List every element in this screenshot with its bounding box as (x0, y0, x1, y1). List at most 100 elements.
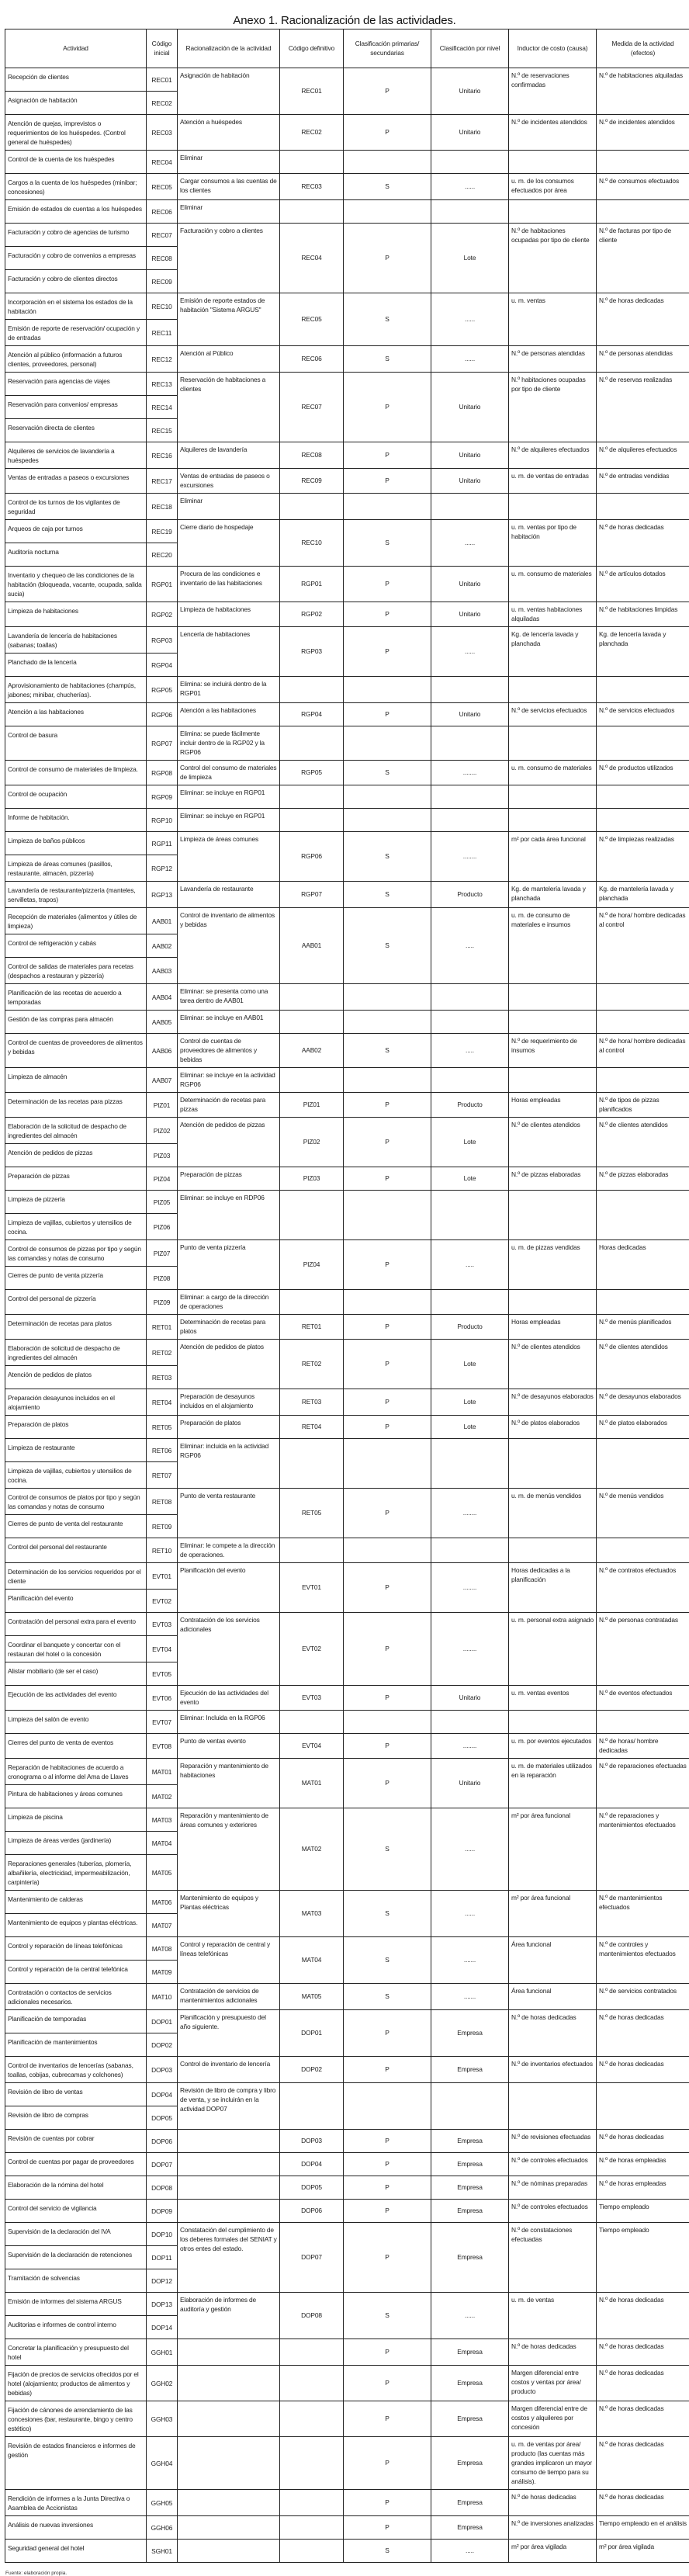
activity-cell: Control de los turnos de los vigilantes … (5, 494, 147, 520)
definitive-code-cell: MAT02 (280, 1808, 344, 1891)
rationalization-cell (178, 2540, 280, 2563)
activity-cell: Reparación de habitaciones de acuerdo a … (5, 1759, 147, 1785)
cost-driver-cell (509, 1538, 597, 1563)
cost-driver-cell (509, 1439, 597, 1489)
activity-measure-cell: Kg. de lencería lavada y planchada (597, 627, 689, 677)
activity-measure-cell (597, 809, 689, 832)
initial-code-cell: EVT02 (147, 1590, 178, 1613)
definitive-code-cell: MAT04 (280, 1937, 344, 1984)
classification-level-cell: Unitario (431, 442, 509, 469)
classification-level-cell (431, 809, 509, 832)
table-row: Incorporación en el sistema los estados … (5, 293, 689, 320)
classification-type-cell (344, 785, 431, 809)
activity-measure-cell: N.º de consumos efectuados (597, 174, 689, 200)
cost-driver-cell: Margen diferencial entre de costos y alq… (509, 2401, 597, 2437)
cost-driver-cell (509, 494, 597, 520)
rationalization-cell: Control y reparación de central y líneas… (178, 1937, 280, 1984)
activity-measure-cell: N.º de personas atendidas (597, 346, 689, 373)
cost-driver-cell: Kg. de lencería lavada y planchada (509, 627, 597, 677)
table-row: Lavandería de lencería de habitaciones (… (5, 627, 689, 654)
definitive-code-cell: REC02 (280, 115, 344, 151)
initial-code-cell: REC08 (147, 247, 178, 270)
classification-type-cell: P (344, 224, 431, 293)
activity-cell: Emisión de reporte de reservación/ ocupa… (5, 320, 147, 346)
classification-type-cell: P (344, 2490, 431, 2516)
rationalization-cell: Eliminar: se presenta como una tarea den… (178, 984, 280, 1011)
cost-driver-cell: N.º de revisiones efectuadas (509, 2130, 597, 2153)
table-row: Lavandería de restaurante/pizzería (mant… (5, 882, 689, 908)
cost-driver-cell: u. m. de los consumos efectuados por áre… (509, 174, 597, 200)
initial-code-cell: REC03 (147, 115, 178, 151)
definitive-code-cell: AAB01 (280, 908, 344, 984)
activity-measure-cell: N.º de habitaciones alquiladas (597, 68, 689, 115)
activity-cell: Reservación directa de clientes (5, 419, 147, 442)
activity-cell: Auditorias e informes de control interno (5, 2316, 147, 2339)
classification-level-cell (431, 1439, 509, 1489)
cost-driver-cell (509, 2083, 597, 2130)
activity-measure-cell (597, 2083, 689, 2130)
activity-cell: Control de cuentas de proveedores de ali… (5, 1034, 147, 1068)
rationalization-cell (178, 2516, 280, 2540)
definitive-code-cell: DOP05 (280, 2176, 344, 2200)
rationalization-cell (178, 2153, 280, 2176)
cost-driver-cell: m² por área funcional (509, 1891, 597, 1937)
classification-level-cell: ....... (431, 1937, 509, 1984)
initial-code-cell: GGH03 (147, 2401, 178, 2437)
activity-cell: Concretar la planificación y presupuesto… (5, 2339, 147, 2366)
cost-driver-cell: N.º de controles efectuados (509, 2153, 597, 2176)
cost-driver-cell: N.º de inventarios efectuados (509, 2057, 597, 2083)
classification-type-cell: P (344, 2130, 431, 2153)
initial-code-cell: DOP05 (147, 2106, 178, 2130)
activity-cell: Limpieza de vajillas, cubiertos y utensi… (5, 1462, 147, 1489)
classification-level-cell: Unitario (431, 602, 509, 627)
table-row: Contratación o contactos de servicios ad… (5, 1984, 689, 2010)
definitive-code-cell: DOP03 (280, 2130, 344, 2153)
definitive-code-cell (280, 809, 344, 832)
activity-cell: Elaboración de la nómina del hotel (5, 2176, 147, 2200)
definitive-code-cell: RGP01 (280, 567, 344, 602)
definitive-code-cell: RGP06 (280, 832, 344, 882)
activity-measure-cell: N.º de horas dedicadas (597, 2437, 689, 2490)
definitive-code-cell: PIZ02 (280, 1118, 344, 1167)
classification-level-cell: Empresa (431, 2366, 509, 2401)
initial-code-cell: REC15 (147, 419, 178, 442)
activity-measure-cell: N.º de artículos dotados (597, 567, 689, 602)
header-clasificacion-primarias: Clasificación primarias/ secundarias (344, 29, 431, 68)
classification-level-cell: ...... (431, 520, 509, 567)
classification-level-cell (431, 785, 509, 809)
cost-driver-cell: Horas dedicadas a la planificación (509, 1563, 597, 1613)
classification-type-cell (344, 1538, 431, 1563)
activity-cell: Análisis de nuevas inversiones (5, 2516, 147, 2540)
rationalization-cell (178, 2437, 280, 2490)
activity-measure-cell: Tiempo empleado (597, 2200, 689, 2223)
table-row: Determinación de las recetas para pizzas… (5, 1093, 689, 1118)
rationalization-cell: Eliminar (178, 494, 280, 520)
rationalization-cell: Punto de venta pizzería (178, 1240, 280, 1290)
initial-code-cell: REC06 (147, 200, 178, 224)
cost-driver-cell: u. m. personal extra asignado (509, 1613, 597, 1686)
initial-code-cell: RGP01 (147, 567, 178, 602)
classification-level-cell: Lote (431, 1340, 509, 1389)
table-row: Cargos a la cuenta de los huéspedes (min… (5, 174, 689, 200)
activity-measure-cell: N.º de contratos efectuados (597, 1563, 689, 1613)
initial-code-cell: PIZ01 (147, 1093, 178, 1118)
cost-driver-cell: u. m. de consumo de materiales e insumos (509, 908, 597, 984)
classification-level-cell: ....... (431, 1984, 509, 2010)
definitive-code-cell: REC05 (280, 293, 344, 346)
rationalization-cell: Eliminar: se incluye en RDP06 (178, 1191, 280, 1240)
classification-level-cell (431, 1191, 509, 1240)
cost-driver-cell (509, 1011, 597, 1034)
classification-type-cell: P (344, 1734, 431, 1759)
activity-cell: Control del personal de pizzería (5, 1290, 147, 1315)
classification-type-cell: P (344, 2339, 431, 2366)
initial-code-cell: REC01 (147, 68, 178, 92)
initial-code-cell: RET09 (147, 1515, 178, 1538)
activity-measure-cell (597, 151, 689, 174)
